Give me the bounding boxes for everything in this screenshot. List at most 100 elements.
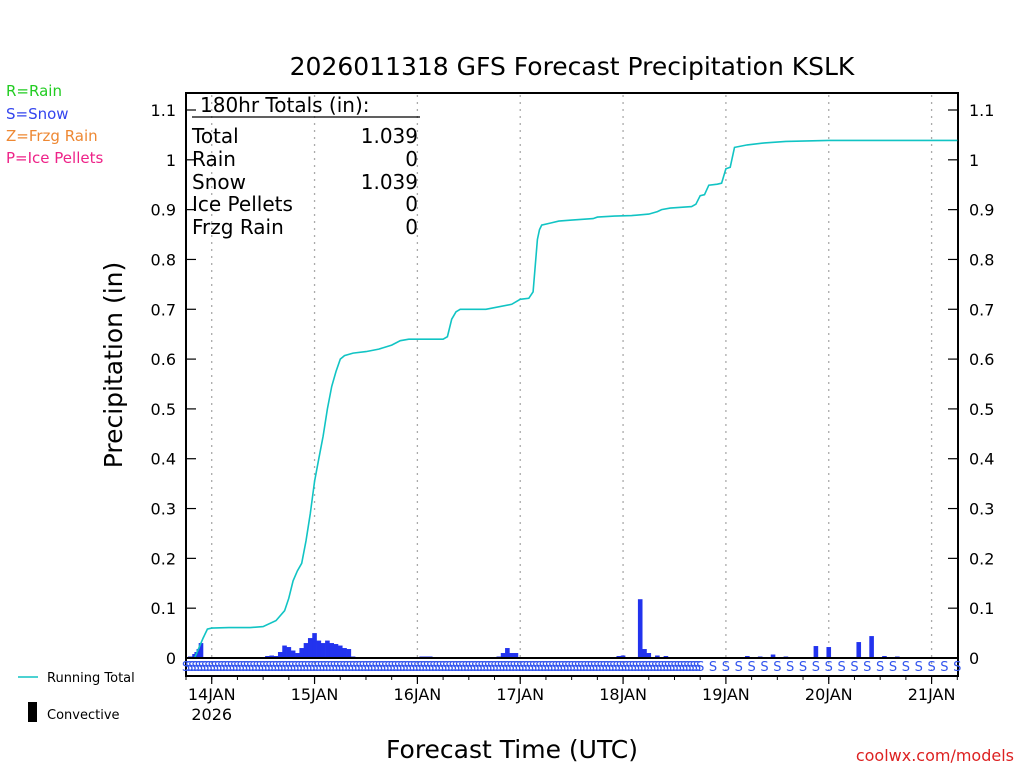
precip-bar [509, 653, 514, 658]
snow-symbol: S [590, 660, 598, 675]
snow-symbol: S [375, 660, 383, 675]
snow-symbol: S [288, 660, 296, 675]
snow-symbol: S [548, 660, 556, 675]
precip-bar [290, 650, 296, 658]
snow-symbol: S [481, 660, 489, 675]
snow-symbol: S [275, 660, 283, 675]
totals-value-total: 1.039 [361, 124, 418, 148]
snow-symbol: S [307, 660, 315, 675]
snow-symbol: S [747, 660, 755, 675]
totals-value-snow: 1.039 [361, 170, 418, 194]
totals-value-rain: 0 [405, 147, 418, 171]
snow-symbol: S [584, 660, 592, 675]
snow-symbol: S [182, 660, 190, 675]
snow-symbol: S [198, 660, 206, 675]
snow-symbol: S [436, 660, 444, 675]
snow-symbol: S [220, 660, 228, 675]
series-legend: Running Total Convective [18, 671, 135, 723]
precip-bar [320, 643, 326, 658]
snow-symbol: S [349, 660, 357, 675]
snow-symbol: S [603, 660, 611, 675]
snow-symbol: S [259, 660, 267, 675]
snow-symbol: S [224, 660, 232, 675]
snow-symbol: S [294, 660, 302, 675]
snow-symbol: S [490, 660, 498, 675]
snow-symbol: S [378, 660, 386, 675]
precip-bar [295, 653, 300, 658]
snow-symbol: S [253, 660, 261, 675]
snow-symbol: S [616, 660, 624, 675]
precip-bar [198, 643, 204, 658]
credit-link[interactable]: coolwx.com/models [856, 746, 1014, 765]
snow-symbol: S [850, 660, 858, 675]
snow-symbol: S [735, 660, 743, 675]
snow-symbol: S [195, 660, 203, 675]
precip-bar [620, 655, 626, 658]
snow-symbol: S [346, 660, 354, 675]
precip-bar [646, 653, 652, 658]
y-tick-label-left: 0.8 [151, 250, 176, 269]
legend-ice-pellets: P=Ice Pellets [6, 149, 103, 167]
snow-symbol: S [426, 660, 434, 675]
y-tick-label-left: 0.6 [151, 350, 176, 369]
precip-bar [500, 653, 506, 658]
snow-symbol: S [471, 660, 479, 675]
snow-symbol: S [619, 660, 627, 675]
snow-symbol: S [407, 660, 415, 675]
snow-symbol: S [529, 660, 537, 675]
snow-symbol: S [638, 660, 646, 675]
snow-symbol: S [362, 660, 370, 675]
totals-box: 180hr Totals (in): Total 1.039 Rain 0 Sn… [191, 93, 420, 239]
snow-symbol: S [314, 660, 322, 675]
snow-symbol: S [465, 660, 473, 675]
snow-symbol: S [320, 660, 328, 675]
running-total-label: Running Total [47, 671, 135, 686]
snow-symbol: S [394, 660, 402, 675]
snow-symbol: S [410, 660, 418, 675]
snow-symbol: S [400, 660, 408, 675]
snow-symbol: S [445, 660, 453, 675]
convective-label: Convective [47, 708, 120, 723]
precip-bar [826, 647, 832, 658]
totals-label-total: Total [191, 124, 239, 148]
snow-symbol: S [237, 660, 245, 675]
snow-symbol: S [291, 660, 299, 675]
plot-frame [185, 92, 959, 677]
snow-symbol: S [458, 660, 466, 675]
totals-label-snow: Snow [192, 170, 246, 194]
snow-symbol: S [227, 660, 235, 675]
snow-symbol: S [429, 660, 437, 675]
totals-value-ice-pellets: 0 [405, 192, 418, 216]
y-tick-label-right: 0 [969, 649, 979, 668]
snow-symbol: S [561, 660, 569, 675]
precip-bar [312, 633, 317, 658]
snow-symbol: S [513, 660, 521, 675]
snow-symbol: S [333, 660, 341, 675]
snow-symbol: S [593, 660, 601, 675]
snow-symbol: S [658, 660, 666, 675]
snow-symbol: S [439, 660, 447, 675]
snow-symbol: S [323, 660, 331, 675]
x-tick-label: 15JAN [291, 685, 339, 704]
snow-symbol: S [246, 660, 254, 675]
y-axis-left: 0 0.1 0.2 0.3 0.4 0.5 0.6 0.7 0.8 0.9 1 1.1 [151, 101, 196, 668]
y-tick-label-left: 1 [166, 151, 176, 170]
snow-symbol: S [359, 660, 367, 675]
precip-bar [342, 648, 347, 658]
snow-symbol: S [388, 660, 396, 675]
snow-symbol: S [654, 660, 662, 675]
y-tick-label-left: 0.3 [151, 500, 176, 519]
snow-symbol: S [760, 660, 768, 675]
y-tick-label-right: 0.2 [969, 549, 994, 568]
snow-symbol: S [812, 660, 820, 675]
y-tick-label-left: 0.9 [151, 201, 176, 220]
x-tick-year: 2026 [191, 705, 232, 724]
y-tick-label-left: 0.2 [151, 549, 176, 568]
snow-symbol: S [539, 660, 547, 675]
precip-bar [856, 642, 862, 658]
snow-symbol: S [211, 660, 219, 675]
y-tick-label-left: 1.1 [151, 101, 176, 120]
snow-symbol: S [580, 660, 588, 675]
y-tick-label-right: 0.7 [969, 300, 994, 319]
